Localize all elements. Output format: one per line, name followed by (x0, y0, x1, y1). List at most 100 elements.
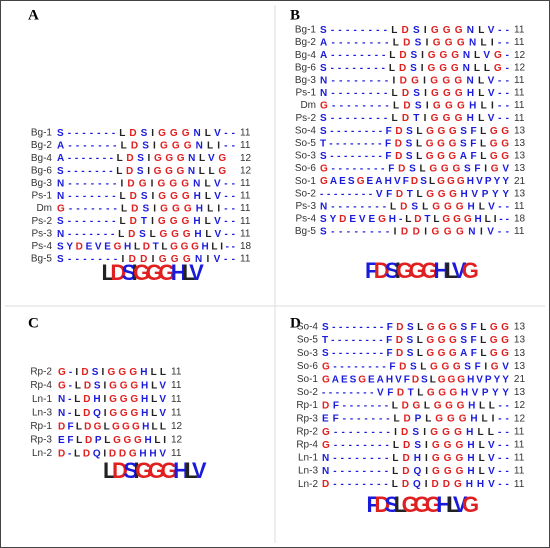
sequence-length: 18 (514, 214, 526, 225)
sequence-name: Ps-2 (31, 216, 52, 227)
sequence-length: 13 (514, 163, 526, 174)
sequence-length: 13 (514, 138, 526, 149)
sequence-name: Bg-4 (31, 153, 53, 164)
sequence-length: 12 (240, 153, 252, 164)
sequence-name: Bg-1 (31, 128, 53, 139)
panel-label: B (290, 7, 300, 23)
sequence-length: 11 (171, 394, 182, 405)
sequence-length: 12 (171, 421, 183, 432)
sequence-name: Ln-3 (32, 407, 52, 418)
sequence-name: So-4 (297, 322, 319, 333)
sequence-name: Ps-1 (295, 88, 316, 99)
sequence-length: 11 (240, 128, 251, 139)
sequence-name: Bg-5 (295, 226, 317, 237)
sequence-length: 11 (514, 226, 525, 237)
sequence-length: 11 (240, 228, 251, 239)
sequence-length: 13 (514, 322, 526, 333)
sequence-logo: FDSLGGGHLVG (367, 492, 480, 517)
sequence-length: 11 (171, 380, 182, 391)
sequence-name: So-5 (295, 138, 317, 149)
sequence-name: Dm (300, 100, 316, 111)
sequence-name: Bg-4 (295, 50, 317, 61)
sequence-name: Rp-3 (30, 435, 52, 446)
sequence-name: Rp-2 (30, 367, 52, 378)
sequence-length: 11 (514, 75, 525, 86)
sequence-length: 11 (514, 37, 525, 48)
sequence-name: Ps-4 (31, 241, 52, 252)
sequence-length: 12 (514, 400, 526, 411)
sequence-length: 12 (514, 62, 526, 73)
sequence-length: 13 (514, 125, 526, 136)
sequence-name: Rp-4 (296, 440, 318, 451)
sequence-length: 11 (240, 191, 251, 202)
panel-label: C (28, 315, 39, 331)
sequence-logo: LDSIGGGHLV (102, 260, 205, 285)
sequence-name: Ps-3 (31, 228, 52, 239)
sequence-length: 11 (171, 448, 182, 459)
sequence-length: 11 (171, 367, 182, 378)
sequence-name: Bg-3 (31, 178, 53, 189)
sequence-name: So-6 (297, 361, 319, 372)
sequence-length: 11 (514, 453, 525, 464)
sequence-length: 18 (240, 241, 252, 252)
sequence-length: 11 (514, 25, 525, 36)
sequence-length: 13 (514, 151, 526, 162)
panel-label: D (290, 315, 301, 331)
sequence-name: So-1 (295, 176, 317, 187)
sequence-name: Ps-1 (31, 191, 52, 202)
sequence-name: Rp-1 (30, 421, 52, 432)
sequence-length: 13 (514, 361, 526, 372)
sequence-name: Bg-6 (295, 62, 317, 73)
sequence-logo: LDSIGGGHLV (103, 458, 207, 483)
sequence-name: Rp-1 (296, 400, 318, 411)
sequence-name: Ps-4 (295, 214, 316, 225)
sequence-name: Ln-2 (32, 448, 52, 459)
sequence-length: 12 (240, 165, 252, 176)
sequence-name: Bg-5 (31, 254, 53, 265)
sequence-logo: FDSIGGGHLVG (365, 258, 479, 283)
sequence-name: Bg-2 (31, 140, 53, 151)
sequence-length: 12 (171, 435, 183, 446)
sequence-name: So-3 (295, 151, 317, 162)
sequence-name: Bg-1 (295, 25, 317, 36)
sequence-length: 13 (514, 335, 526, 346)
sequence-name: Bg-2 (295, 37, 317, 48)
sequence-name: Ln-1 (32, 394, 52, 405)
sequence-length: 11 (240, 203, 251, 214)
sequence-length: 11 (514, 113, 525, 124)
sequence-length: 11 (240, 216, 251, 227)
sequence-length: 11 (514, 201, 525, 212)
sequence-length: 11 (514, 440, 525, 451)
sequence-name: So-5 (297, 335, 319, 346)
sequence-length: 11 (514, 426, 525, 437)
